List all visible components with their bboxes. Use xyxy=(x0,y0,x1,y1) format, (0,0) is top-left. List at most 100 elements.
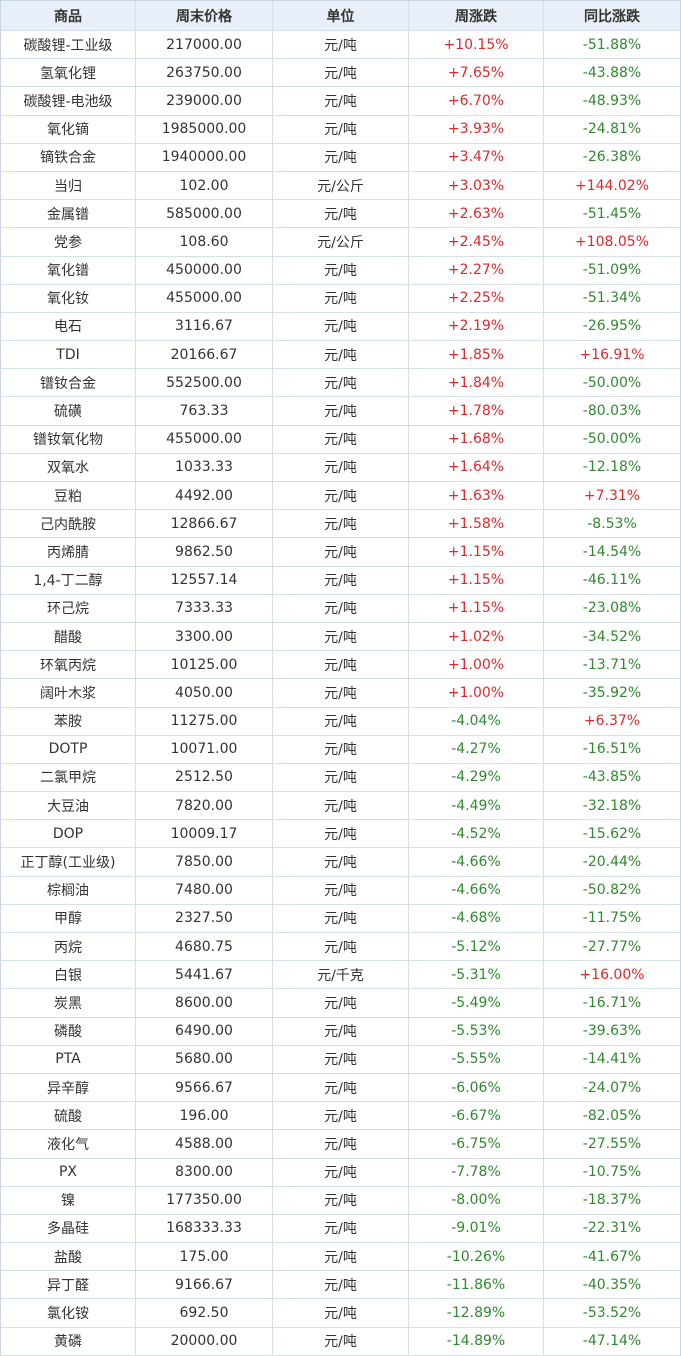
unit: 元/公斤 xyxy=(273,228,409,256)
commodity: 磷酸 xyxy=(1,1017,136,1045)
weekly-change: +10.15% xyxy=(409,31,544,59)
weekend-price: 2512.50 xyxy=(136,763,273,792)
weekend-price: 102.00 xyxy=(136,171,273,200)
weekly-change: -5.12% xyxy=(409,933,544,961)
table-row: 己内酰胺 12866.67 元/吨 +1.58% -8.53% xyxy=(1,510,680,539)
commodity: 多晶硅 xyxy=(1,1214,136,1243)
unit: 元/吨 xyxy=(273,510,409,538)
table-row: 氧化钕 455000.00 元/吨 +2.25% -51.34% xyxy=(1,284,680,313)
weekly-change: +1.15% xyxy=(409,594,544,622)
weekly-change: -9.01% xyxy=(409,1214,544,1243)
unit: 元/吨 xyxy=(273,933,409,961)
unit: 元/吨 xyxy=(273,792,409,820)
weekend-price: 4680.75 xyxy=(136,933,273,961)
table-row: PTA 5680.00 元/吨 -5.55% -14.41% xyxy=(1,1045,680,1074)
yoy-change: +6.37% xyxy=(583,713,641,730)
weekly-change: -4.04% xyxy=(409,707,544,735)
yoy-change: -27.55% xyxy=(582,1135,642,1152)
yoy-change: -11.75% xyxy=(582,910,642,927)
table-row: 丙烷 4680.75 元/吨 -5.12% -27.77% xyxy=(1,933,680,962)
weekend-price: 763.33 xyxy=(136,397,273,425)
weekly-change: +1.64% xyxy=(409,453,544,481)
commodity: 丙烷 xyxy=(1,933,136,961)
weekend-price: 4588.00 xyxy=(136,1130,273,1158)
weekly-change: -6.67% xyxy=(409,1102,544,1130)
yoy-change: -18.37% xyxy=(582,1192,642,1209)
table-row: 硫酸 196.00 元/吨 -6.67% -82.05% xyxy=(1,1102,680,1131)
unit: 元/吨 xyxy=(273,59,409,87)
table-row: 氧化镝 1985000.00 元/吨 +3.93% -24.81% xyxy=(1,115,680,144)
table-row: 丙烯腈 9862.50 元/吨 +1.15% -14.54% xyxy=(1,538,680,567)
weekend-price: 168333.33 xyxy=(136,1214,273,1243)
yoy-change: -13.71% xyxy=(582,656,642,673)
weekly-change: -12.89% xyxy=(409,1299,544,1327)
unit: 元/吨 xyxy=(273,989,409,1017)
table-row: 环氧丙烷 10125.00 元/吨 +1.00% -13.71% xyxy=(1,651,680,680)
weekend-price: 7820.00 xyxy=(136,792,273,820)
commodity: 甲醇 xyxy=(1,904,136,932)
weekly-change: +1.15% xyxy=(409,538,544,566)
yoy-change: -48.93% xyxy=(582,92,642,109)
unit: 元/吨 xyxy=(273,453,409,481)
commodity: 苯胺 xyxy=(1,707,136,735)
yoy-change: +16.91% xyxy=(579,346,645,363)
yoy-change: -26.95% xyxy=(582,318,642,335)
unit: 元/吨 xyxy=(273,651,409,679)
table-row: 正丁醇(工业级) 7850.00 元/吨 -4.66% -20.44% xyxy=(1,848,680,877)
unit: 元/公斤 xyxy=(273,171,409,200)
weekly-change: -5.53% xyxy=(409,1017,544,1045)
table-row: 醋酸 3300.00 元/吨 +1.02% -34.52% xyxy=(1,622,680,652)
weekend-price: 9166.67 xyxy=(136,1271,273,1299)
table-row: 双氧水 1033.33 元/吨 +1.64% -12.18% xyxy=(1,453,680,482)
unit: 元/吨 xyxy=(273,1158,409,1186)
weekend-price: 4050.00 xyxy=(136,679,273,707)
yoy-change: -43.88% xyxy=(582,64,642,81)
header-cell: 周末价格 xyxy=(136,1,273,30)
unit: 元/吨 xyxy=(273,31,409,59)
commodity: 炭黑 xyxy=(1,989,136,1017)
unit: 元/吨 xyxy=(273,1017,409,1045)
table-row: 甲醇 2327.50 元/吨 -4.68% -11.75% xyxy=(1,904,680,933)
unit: 元/吨 xyxy=(273,622,409,651)
weekly-change: +1.85% xyxy=(409,341,544,369)
yoy-change: -16.51% xyxy=(582,741,642,758)
table-row: DOP 10009.17 元/吨 -4.52% -15.62% xyxy=(1,820,680,849)
yoy-change: -51.88% xyxy=(582,36,642,53)
yoy-change: -20.44% xyxy=(582,854,642,871)
weekly-change: -6.06% xyxy=(409,1073,544,1102)
unit: 元/吨 xyxy=(273,1186,409,1214)
weekly-change: -4.29% xyxy=(409,763,544,792)
yoy-change: +108.05% xyxy=(574,233,650,250)
header-cell: 同比涨跌 xyxy=(584,8,640,25)
commodity: 硫磺 xyxy=(1,397,136,425)
weekly-change: +2.63% xyxy=(409,200,544,228)
commodity: 棕榈油 xyxy=(1,876,136,904)
weekend-price: 263750.00 xyxy=(136,59,273,87)
yoy-change: -43.85% xyxy=(582,769,642,786)
weekly-change: +3.03% xyxy=(409,171,544,200)
weekend-price: 175.00 xyxy=(136,1243,273,1271)
weekly-change: +1.00% xyxy=(409,679,544,707)
weekly-change: -8.00% xyxy=(409,1186,544,1214)
table-row: 氯化铵 692.50 元/吨 -12.89% -53.52% xyxy=(1,1299,680,1328)
weekend-price: 1985000.00 xyxy=(136,115,273,143)
table-row: 氧化镨 450000.00 元/吨 +2.27% -51.09% xyxy=(1,256,680,285)
weekly-change: +3.93% xyxy=(409,115,544,143)
weekly-change: -4.49% xyxy=(409,792,544,820)
commodity: 金属镨 xyxy=(1,200,136,228)
weekend-price: 108.60 xyxy=(136,228,273,256)
weekly-change: -4.66% xyxy=(409,848,544,876)
unit: 元/吨 xyxy=(273,594,409,622)
weekend-price: 196.00 xyxy=(136,1102,273,1130)
commodity: 镍 xyxy=(1,1186,136,1214)
unit: 元/吨 xyxy=(273,1102,409,1130)
weekly-change: -7.78% xyxy=(409,1158,544,1186)
commodity: DOTP xyxy=(1,735,136,763)
weekly-change: -5.55% xyxy=(409,1045,544,1073)
table-row: 碳酸锂-电池级 239000.00 元/吨 +6.70% -48.93% xyxy=(1,87,680,116)
yoy-change: -12.18% xyxy=(582,459,642,476)
weekend-price: 12866.67 xyxy=(136,510,273,538)
table-row: 异丁醛 9166.67 元/吨 -11.86% -40.35% xyxy=(1,1271,680,1300)
commodity: 1,4-丁二醇 xyxy=(1,566,136,594)
weekend-price: 10009.17 xyxy=(136,820,273,848)
